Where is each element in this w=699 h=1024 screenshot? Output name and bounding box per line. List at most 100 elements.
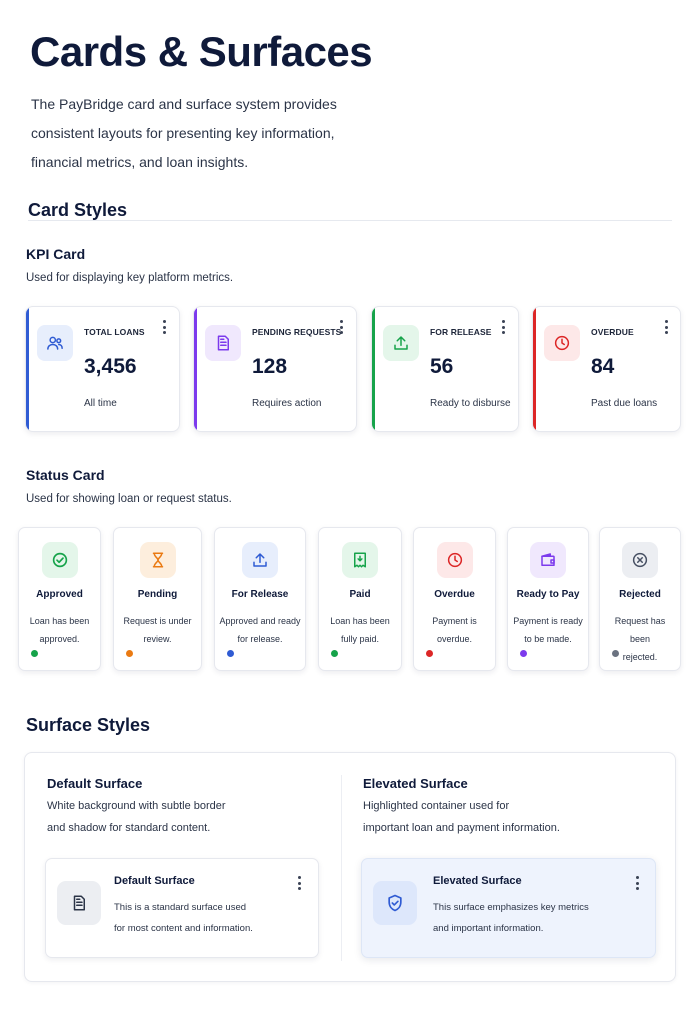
kpi-card-accent — [26, 307, 29, 431]
status-description-line: Approved and ready — [219, 616, 301, 626]
status-card-approved[interactable]: Approved Loan has been approved. — [18, 527, 101, 671]
status-card-pending[interactable]: Pending Request is under review. — [113, 527, 202, 671]
kpi-value: 3,456 — [84, 355, 137, 378]
kpi-label: OVERDUE — [591, 327, 634, 337]
status-dot — [612, 650, 619, 657]
status-card-title: Status Card — [26, 467, 105, 483]
more-options-icon[interactable] — [162, 320, 166, 334]
status-name: Rejected — [619, 589, 661, 600]
kpi-value: 128 — [252, 355, 288, 378]
x-circle-icon — [622, 542, 658, 578]
status-name: Pending — [137, 589, 178, 600]
document-icon — [205, 325, 241, 361]
default-surface-card[interactable]: Default Surface This is a standard surfa… — [45, 858, 319, 958]
status-card-description: Used for showing loan or request status. — [26, 493, 232, 505]
kpi-card-title: KPI Card — [26, 246, 86, 262]
status-description-line: Loan has been — [330, 616, 390, 626]
status-card-overdue[interactable]: Overdue Payment is overdue. — [413, 527, 496, 671]
status-dot — [331, 650, 338, 657]
status-card-ready-to-pay[interactable]: Ready to Pay Payment is ready to be made… — [507, 527, 589, 671]
kpi-card-pending-requests[interactable]: PENDING REQUESTS 128 Requires action — [193, 306, 357, 432]
kpi-subtext: All time — [84, 398, 117, 409]
status-description: Approved and ready for release. — [219, 612, 301, 648]
status-description-line: rejected. — [622, 652, 658, 662]
elevated-surface-card-description: This surface emphasizes key metrics and … — [433, 897, 633, 939]
elevated-surface-card-line: This surface emphasizes key metrics — [433, 902, 589, 913]
default-surface-card-description: This is a standard surface used for most… — [114, 897, 284, 939]
more-options-icon[interactable] — [664, 320, 668, 334]
elevated-surface-title: Elevated Surface — [363, 776, 468, 791]
wallet-icon — [530, 542, 566, 578]
status-description-line: Request is under — [123, 616, 192, 626]
receipt-icon — [342, 542, 378, 578]
status-dot — [426, 650, 433, 657]
page-title: Cards & Surfaces — [30, 28, 373, 75]
status-dot — [227, 650, 234, 657]
clock-icon — [544, 325, 580, 361]
status-dot — [520, 650, 527, 657]
status-description-line: overdue. — [436, 634, 473, 644]
document-icon — [57, 881, 101, 925]
upload-icon — [242, 542, 278, 578]
kpi-label: TOTAL LOANS — [84, 327, 145, 337]
status-description-line: Loan has been — [29, 616, 90, 626]
status-description-line: Payment is — [432, 616, 477, 626]
kpi-label: FOR RELEASE — [430, 327, 492, 337]
page-intro: The PayBridge card and surface system pr… — [31, 96, 337, 170]
status-description: Payment is overdue. — [418, 612, 491, 648]
kpi-card-overdue[interactable]: OVERDUE 84 Past due loans — [532, 306, 681, 432]
elevated-surface-card-title: Elevated Surface — [433, 875, 522, 887]
status-card-paid[interactable]: Paid Loan has been fully paid. — [318, 527, 402, 671]
section-divider — [28, 220, 672, 221]
status-name: Overdue — [434, 589, 475, 600]
status-card-for-release[interactable]: For Release Approved and ready for relea… — [214, 527, 306, 671]
kpi-value: 84 — [591, 355, 615, 378]
users-icon — [37, 325, 73, 361]
elevated-surface-description: Highlighted container used for important… — [363, 795, 643, 839]
kpi-value: 56 — [430, 355, 454, 378]
status-card-rejected[interactable]: Rejected Request has been rejected. — [599, 527, 681, 671]
status-description: Payment is ready to be made. — [512, 612, 584, 648]
default-surface-description: White background with subtle border and … — [47, 795, 307, 839]
status-dot — [31, 650, 38, 657]
elevated-surface-description-line: important loan and payment information. — [363, 822, 560, 834]
default-surface-description-line: and shadow for standard content. — [47, 822, 211, 834]
more-options-icon[interactable] — [501, 320, 505, 334]
kpi-card-total-loans[interactable]: TOTAL LOANS 3,456 All time — [25, 306, 180, 432]
elevated-surface-description-line: Highlighted container used for — [363, 800, 510, 812]
status-description-line: approved. — [39, 634, 80, 644]
section-title-surface-styles: Surface Styles — [26, 715, 151, 735]
status-dot — [126, 650, 133, 657]
status-description-line: for release. — [237, 634, 283, 644]
default-surface-card-title: Default Surface — [114, 875, 195, 887]
status-description: Request is under review. — [118, 612, 197, 648]
check-circle-icon — [41, 542, 78, 578]
kpi-card-for-release[interactable]: FOR RELEASE 56 Ready to disburse — [371, 306, 519, 432]
status-description: Loan has been fully paid. — [323, 612, 397, 648]
elevated-surface-card-line: and important information. — [433, 923, 544, 934]
upload-icon — [383, 325, 419, 361]
default-surface-description-line: White background with subtle border — [47, 800, 226, 812]
kpi-subtext: Ready to disburse — [430, 398, 511, 409]
default-surface-card-line: for most content and information. — [114, 923, 253, 934]
status-name: Approved — [36, 589, 83, 600]
more-options-icon[interactable] — [297, 876, 301, 890]
status-description: Loan has been approved. — [23, 612, 96, 648]
status-description-line: fully paid. — [340, 634, 380, 644]
status-description-line: review. — [143, 634, 172, 644]
surface-divider — [341, 775, 342, 961]
surface-styles-panel: Default Surface White background with su… — [24, 752, 676, 982]
status-description-line: to be made. — [524, 634, 572, 644]
more-options-icon[interactable] — [339, 320, 343, 334]
kpi-label: PENDING REQUESTS — [252, 327, 342, 337]
kpi-card-accent — [194, 307, 197, 431]
status-name: Ready to Pay — [516, 589, 580, 600]
section-title-card-styles: Card Styles — [28, 200, 128, 220]
default-surface-card-line: This is a standard surface used — [114, 902, 247, 913]
kpi-card-accent — [533, 307, 536, 431]
status-name: For Release — [231, 589, 289, 600]
more-options-icon[interactable] — [635, 876, 639, 890]
elevated-surface-card[interactable]: Elevated Surface This surface emphasizes… — [361, 858, 656, 958]
status-name: Paid — [349, 589, 371, 600]
